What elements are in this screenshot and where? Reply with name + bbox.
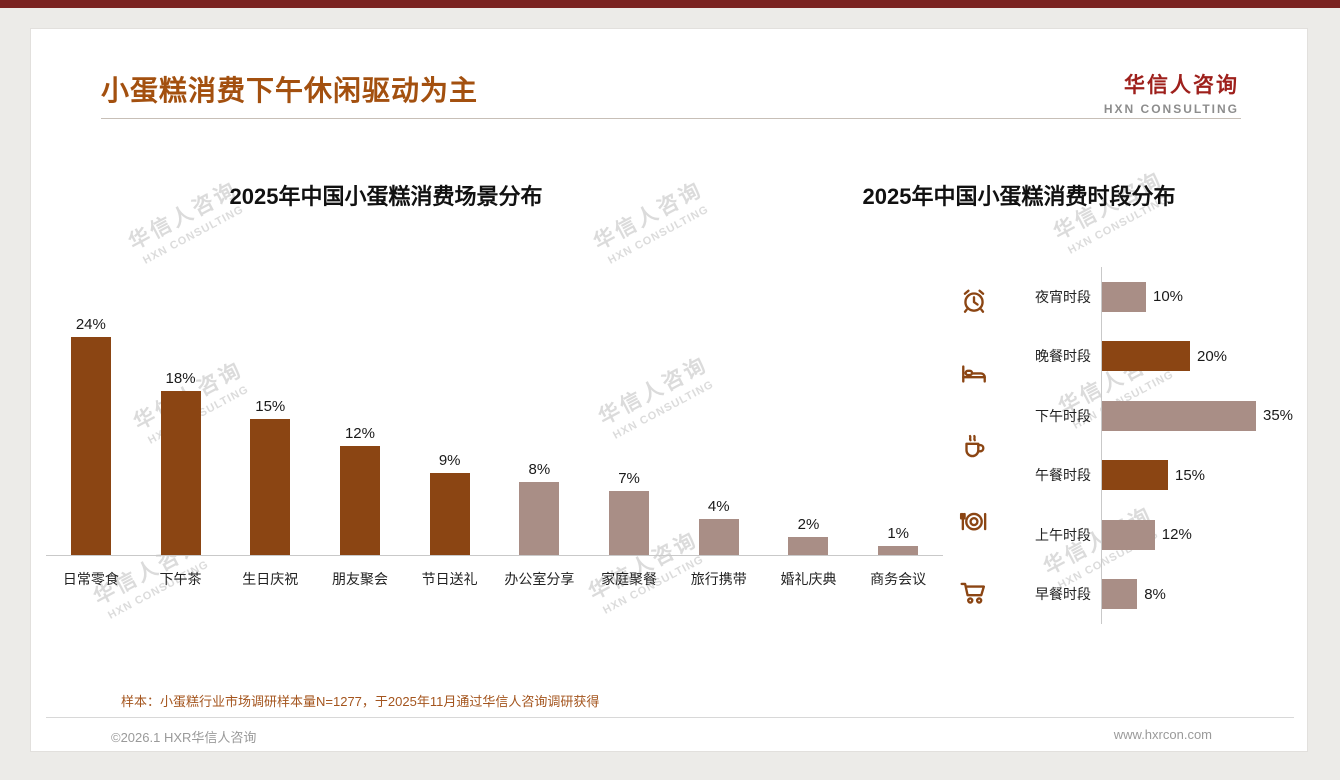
scene-bar: [609, 491, 650, 555]
time-bar-area: 35%: [1101, 386, 1308, 446]
alarm-clock-icon: [963, 289, 985, 313]
time-label: 晚餐时段: [1035, 348, 1091, 365]
scene-bar-group: 1%: [853, 525, 943, 555]
header-divider: [101, 118, 1241, 119]
category-label: 日常零食: [62, 571, 119, 587]
time-bar-area: 20%: [1101, 326, 1308, 386]
coffee-cup-icon: [965, 434, 985, 458]
bar-value-label: 8%: [1144, 585, 1166, 603]
time-bar: [1102, 281, 1146, 312]
time-row: 上午时段 12%: [936, 505, 1308, 565]
category-label: 生日庆祝: [242, 571, 299, 587]
top-accent-bar: [0, 0, 1340, 8]
bar-value-label: 10%: [1153, 288, 1184, 306]
scene-bar: [339, 445, 380, 555]
scene-bar: [160, 391, 201, 555]
watermark-text-en: HXN CONSULTING: [606, 203, 711, 267]
time-bar-area: 10%: [1101, 267, 1308, 327]
scene-chart: 24% 18% 15% 12% 9% 8% 7% 4% 2% 1% 日常零食 下午茶 生日庆祝 朋友聚会…: [46, 288, 943, 589]
watermark-text-en: HXN CONSULTING: [141, 203, 246, 267]
copyright-text: ©2026.1 HXR华信人咨询: [111, 730, 257, 745]
category-label: 婚礼庆典: [780, 571, 837, 587]
slide-card: 华信人咨询 HXN CONSULTING 华信人咨询 HXN CONSULTIN…: [30, 28, 1308, 752]
time-bar: [1102, 460, 1168, 491]
scene-bar: [519, 482, 560, 555]
bar-value-label: 24%: [75, 315, 106, 333]
category-label: 旅行携带: [690, 571, 747, 587]
page-title: 小蛋糕消费下午休闲驱动为主: [101, 75, 479, 106]
scene-bar-group: 18%: [136, 370, 226, 555]
scene-bar-group: 9%: [405, 452, 495, 555]
time-bar: [1102, 400, 1256, 431]
time-label: 早餐时段: [1035, 586, 1091, 603]
bar-value-label: 8%: [528, 461, 551, 479]
bar-value-label: 35%: [1263, 407, 1294, 425]
bar-value-label: 15%: [1175, 466, 1206, 484]
scene-bar-group: 4%: [674, 498, 764, 555]
scene-bar-group: 12%: [315, 425, 405, 555]
sample-note: 样本：小蛋糕行业市场调研样本量N=1277，于2025年11月通过华信人咨询调研…: [121, 694, 600, 709]
time-bar: [1102, 579, 1138, 610]
time-bar-area: 12%: [1101, 505, 1308, 565]
watermark: 华信人咨询 HXN CONSULTING: [1048, 163, 1175, 258]
category-label: 商务会议: [870, 571, 927, 587]
bed-icon: [962, 365, 986, 383]
category-label: 节日送礼: [421, 571, 478, 587]
bar-value-label: 7%: [618, 470, 640, 488]
bar-value-label: 12%: [1161, 526, 1192, 544]
scene-bar: [70, 336, 111, 555]
time-chart: 夜宵时段 10% 晚餐时段 20% 下午时段 35% 午餐时段 15% 上午时段 12% 早餐时段 8…: [936, 267, 1308, 624]
scene-chart-title: 2025年中国小蛋糕消费场景分布: [229, 184, 543, 209]
scene-bar-group: 24%: [46, 316, 136, 555]
scene-bar: [788, 536, 829, 555]
time-bar: [1102, 341, 1190, 372]
shopping-cart-icon: [960, 582, 986, 604]
logo-name: 华信人咨询: [1124, 74, 1239, 97]
bar-value-label: 9%: [438, 452, 461, 470]
scene-bar-group: 2%: [764, 516, 854, 555]
scene-bar: [250, 418, 291, 555]
scene-bar-group: 8%: [495, 461, 585, 555]
category-label: 朋友聚会: [331, 571, 388, 587]
bar-value-label: 20%: [1197, 347, 1228, 365]
time-icon-column: [959, 267, 993, 624]
scene-bar-group: 7%: [584, 470, 674, 555]
time-bar: [1102, 519, 1155, 550]
scene-bar: [698, 518, 739, 555]
bar-value-label: 18%: [165, 370, 196, 388]
category-label: 办公室分享: [504, 571, 575, 587]
scene-bar: [429, 473, 470, 555]
category-label: 下午茶: [159, 571, 202, 587]
time-row: 午餐时段 15%: [936, 445, 1308, 505]
bar-value-label: 15%: [255, 397, 286, 415]
footer-divider: [46, 717, 1294, 718]
time-label: 下午时段: [1035, 407, 1091, 424]
time-row: 晚餐时段 20%: [936, 326, 1308, 386]
scene-bars: 24% 18% 15% 12% 9% 8% 7% 4% 2% 1%: [46, 288, 943, 556]
dining-plate-icon: [959, 512, 987, 531]
time-row: 夜宵时段 10%: [936, 267, 1308, 327]
time-bar-area: 8%: [1101, 564, 1308, 624]
logo: 华信人咨询 HXN CONSULTING: [1104, 69, 1239, 116]
bar-value-label: 1%: [887, 524, 910, 542]
category-label: 家庭聚餐: [601, 571, 658, 587]
logo-subtitle: HXN CONSULTING: [1103, 102, 1239, 116]
bar-value-label: 12%: [344, 424, 375, 442]
time-label: 夜宵时段: [1035, 288, 1091, 305]
scene-bar-group: 15%: [225, 397, 315, 555]
bar-value-label: 4%: [707, 497, 730, 515]
scene-labels: 日常零食 下午茶 生日庆祝 朋友聚会 节日送礼 办公室分享 家庭聚餐 旅行携带 婚礼庆典 商务会议: [46, 556, 943, 589]
website-url: www.hxrcon.com: [1113, 727, 1212, 742]
time-label: 午餐时段: [1035, 467, 1091, 484]
time-row: 下午时段 35%: [936, 386, 1308, 446]
time-chart-title: 2025年中国小蛋糕消费时段分布: [862, 184, 1176, 209]
time-row: 早餐时段 8%: [936, 564, 1308, 624]
scene-bar: [878, 545, 919, 555]
bar-value-label: 2%: [797, 515, 820, 533]
time-label: 上午时段: [1035, 526, 1091, 543]
time-bar-area: 15%: [1101, 445, 1308, 505]
